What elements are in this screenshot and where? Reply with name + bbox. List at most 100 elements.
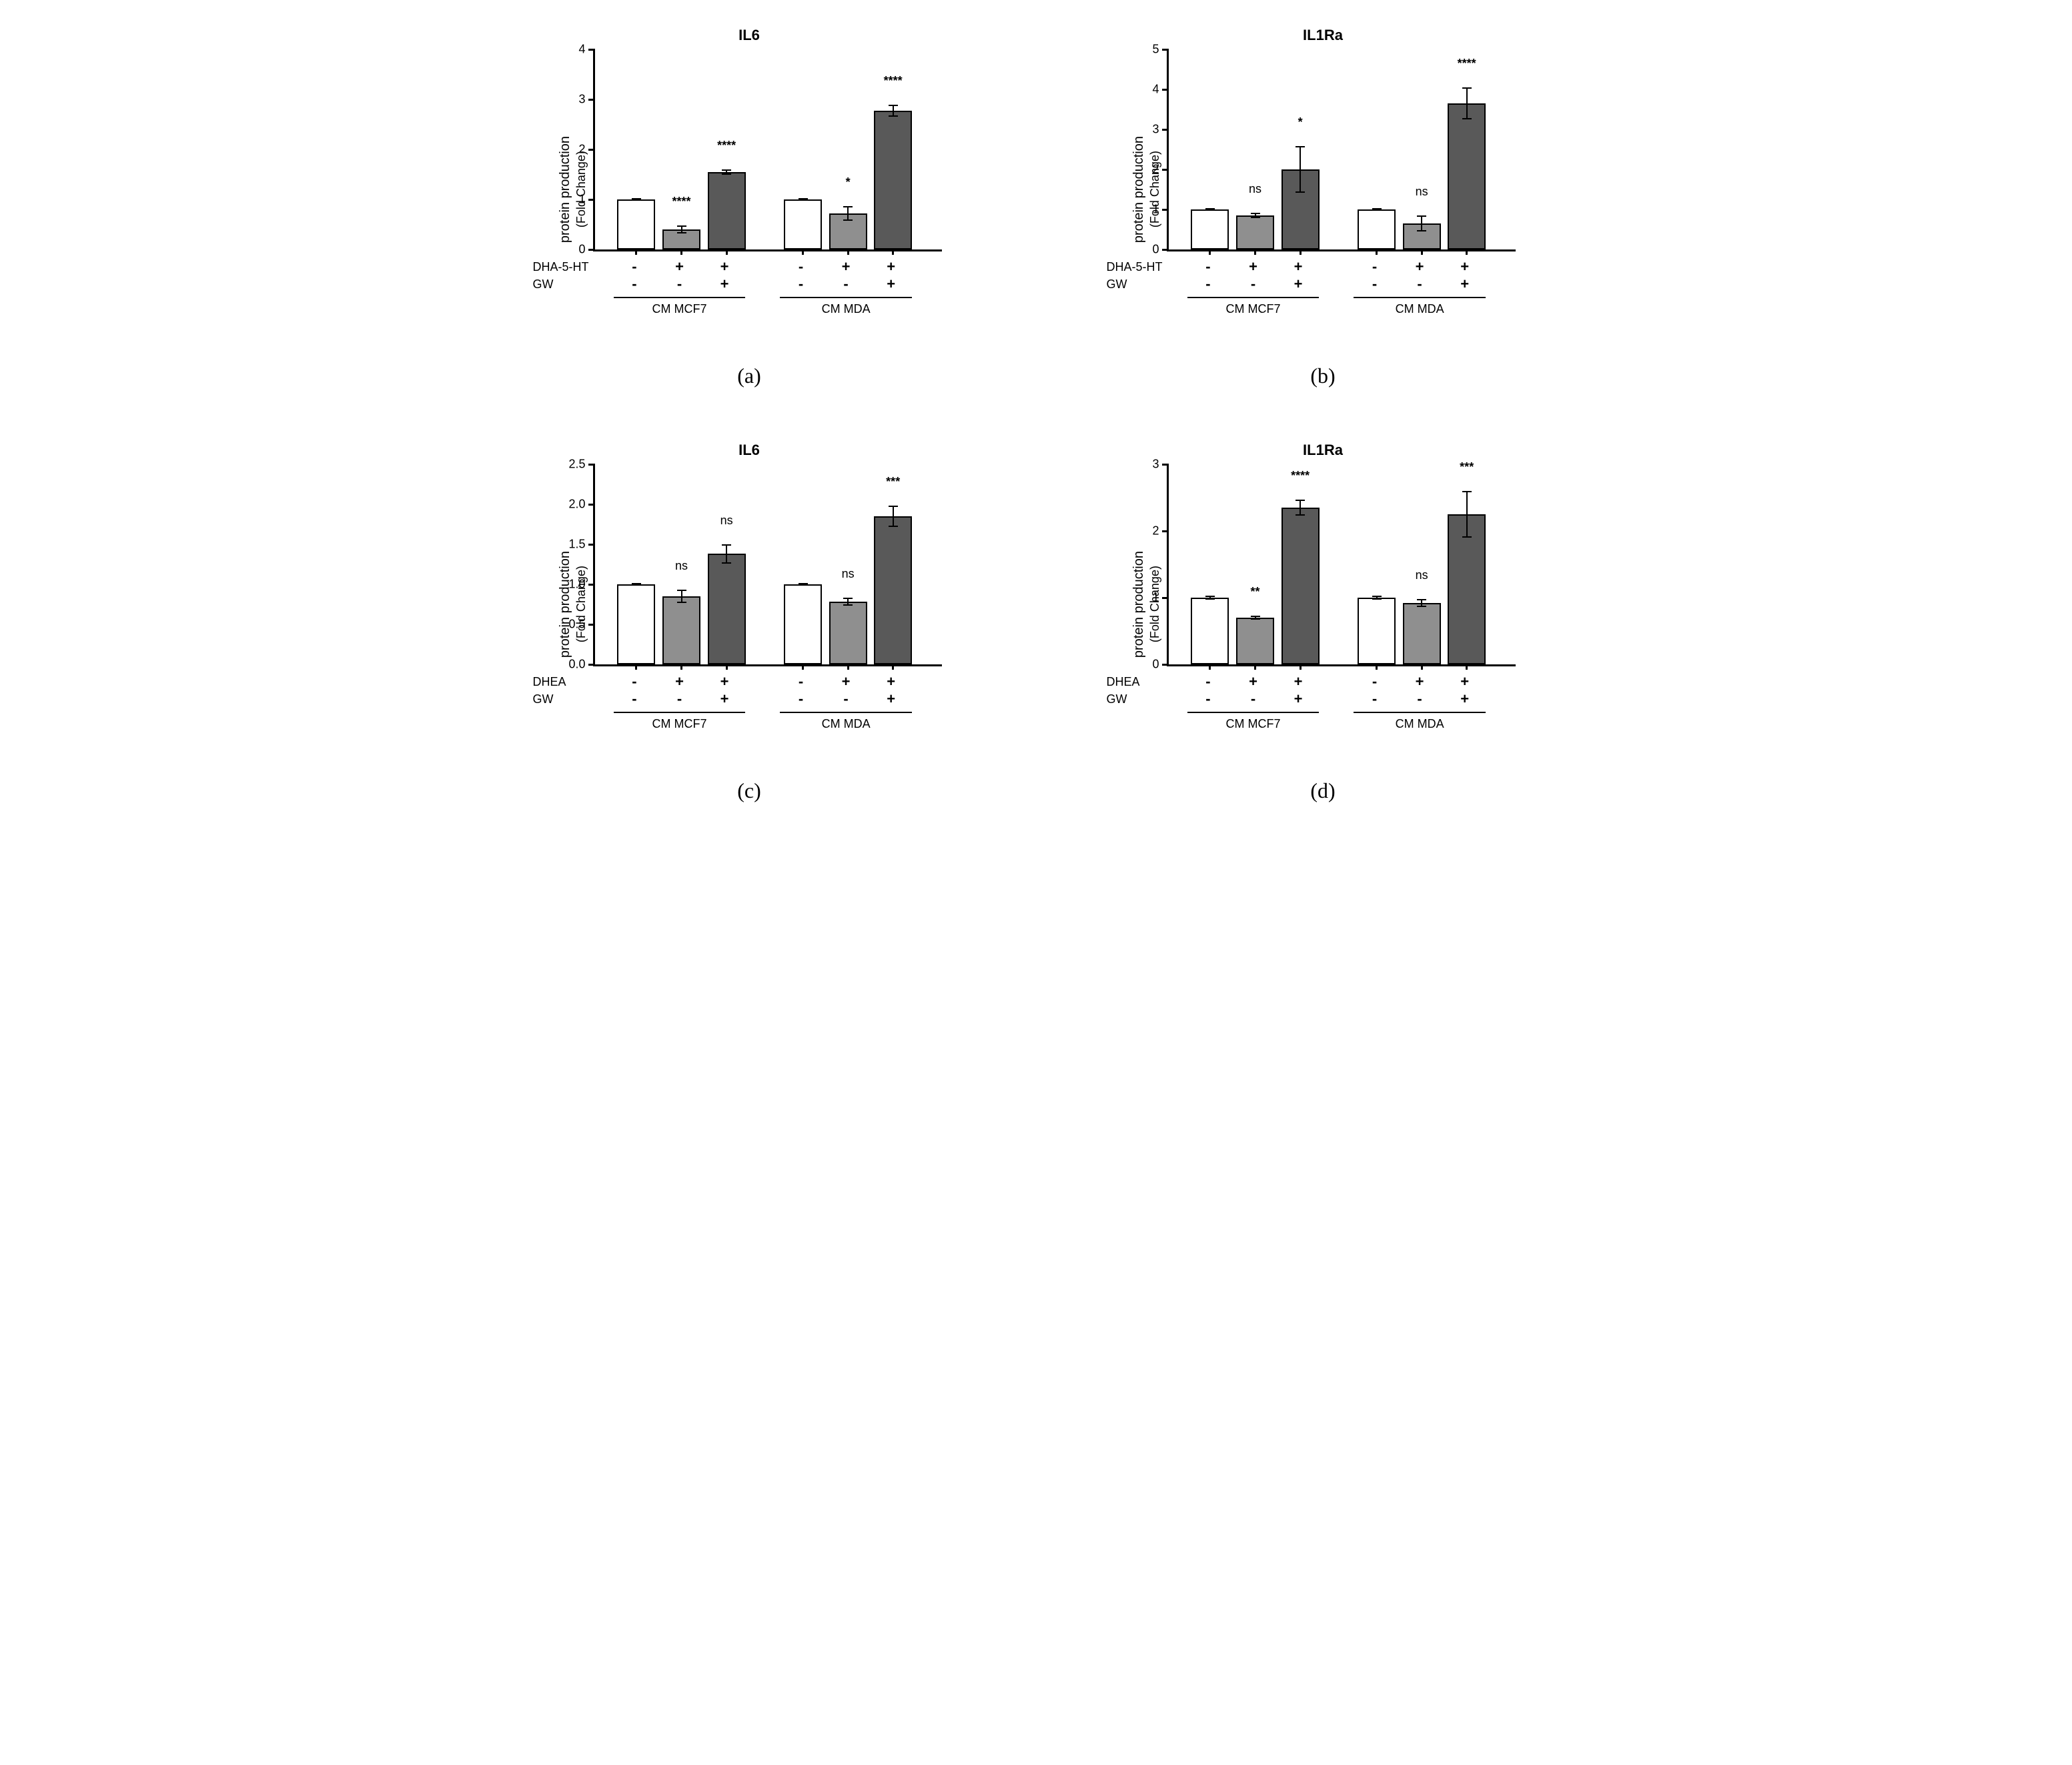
error-bar (726, 544, 727, 564)
treatment-mark: - (677, 690, 682, 708)
treatment-mark: + (675, 673, 684, 690)
x-tick (847, 664, 849, 670)
treatment-mark: + (1460, 275, 1469, 293)
y-axis-label: protein production(Fold Change) (1131, 136, 1163, 243)
treatment-mark: + (675, 258, 684, 275)
significance-label: **** (672, 195, 690, 209)
y-tick-label: 1.0 (568, 578, 594, 592)
significance-label: **** (1291, 469, 1310, 483)
treatment-cells: --+--+ (1167, 690, 1514, 708)
y-tick-label: 1 (1152, 591, 1168, 605)
treatment-mark: + (720, 673, 729, 690)
x-tick (802, 249, 804, 255)
chart-wrap: protein production(Fold Change)0123*****… (1131, 464, 1516, 745)
treatment-row: GW--+--+ (593, 275, 940, 293)
x-tick (802, 664, 804, 670)
treatment-table: DHA-5-HT-++-++GW--+--+ (1167, 258, 1514, 293)
y-tick-label: 2 (1152, 163, 1168, 177)
y-tick-label: 0.0 (568, 658, 594, 672)
plot-area: 012345ns*ns**** (1167, 49, 1516, 251)
y-tick-label: 5 (1152, 43, 1168, 57)
error-bar (803, 198, 804, 201)
error-bar (681, 225, 682, 233)
x-tick (726, 664, 728, 670)
bar (708, 554, 746, 664)
group-lines: CM MCF7CM MDA (593, 712, 940, 745)
bar (1191, 598, 1229, 664)
plot-column: 012345ns*ns****DHA-5-HT-++-++GW--+--+CM … (1167, 49, 1516, 330)
error-bar (893, 105, 894, 117)
bar (617, 584, 655, 664)
treatment-label: DHEA (533, 675, 593, 689)
significance-label: ns (675, 559, 688, 573)
treatment-row: DHEA-++-++ (1167, 673, 1514, 690)
treatment-mark: + (887, 275, 895, 293)
y-tick-label: 3 (1152, 458, 1168, 472)
bar (1448, 103, 1486, 249)
treatment-cells: -++-++ (1167, 673, 1514, 690)
error-bar (1376, 208, 1378, 211)
treatment-mark: - (1417, 690, 1422, 708)
treatment-mark: + (887, 690, 895, 708)
treatment-label: DHA-5-HT (533, 260, 593, 274)
x-tick (892, 664, 894, 670)
x-tick (1376, 664, 1378, 670)
error-bar (847, 206, 849, 221)
y-tick-label: 0.5 (568, 618, 594, 632)
group-label: CM MCF7 (652, 717, 707, 731)
treatment-label: GW (533, 692, 593, 706)
treatment-mark: - (1372, 258, 1377, 275)
bar (1358, 598, 1396, 664)
panel-a: IL6protein production(Fold Change)01234*… (502, 27, 996, 388)
error-bar (1300, 146, 1301, 193)
panel-letter: (a) (737, 364, 761, 388)
group-label: CM MCF7 (1226, 717, 1281, 731)
bar (829, 602, 867, 664)
group-line (1354, 297, 1486, 298)
treatment-row: GW--+--+ (1167, 275, 1514, 293)
y-tick-label: 0 (578, 243, 594, 257)
group-label: CM MDA (1396, 302, 1444, 316)
treatment-cells: --+--+ (593, 275, 940, 293)
x-tick (1466, 249, 1468, 255)
treatment-label: DHEA (1107, 675, 1167, 689)
x-tick (680, 249, 682, 255)
plot-column: 0123******ns***DHEA-++-++GW--+--+CM MCF7… (1167, 464, 1516, 745)
treatment-mark: + (1416, 258, 1424, 275)
plot-area: 0.00.51.01.52.02.5nsnsns*** (593, 464, 942, 666)
significance-label: ns (1416, 185, 1428, 199)
treatment-label: GW (1107, 692, 1167, 706)
treatment-label: DHA-5-HT (1107, 260, 1167, 274)
treatment-row: DHA-5-HT-++-++ (1167, 258, 1514, 275)
significance-label: ns (720, 514, 733, 528)
treatment-mark: + (1294, 275, 1303, 293)
y-tick-label: 2.5 (568, 458, 594, 472)
group-line (1187, 712, 1320, 713)
treatment-mark: + (1294, 258, 1303, 275)
error-bar (1209, 208, 1211, 211)
treatment-cells: --+--+ (1167, 275, 1514, 293)
treatment-mark: - (1372, 673, 1377, 690)
treatment-row: GW--+--+ (1167, 690, 1514, 708)
significance-label: ** (1250, 585, 1259, 599)
treatment-mark: - (1417, 275, 1422, 293)
bar (1236, 215, 1274, 249)
bar (1191, 209, 1229, 249)
x-tick (1209, 664, 1211, 670)
error-bar (1255, 213, 1256, 217)
treatment-mark: + (1294, 673, 1303, 690)
group-line (1187, 297, 1320, 298)
y-tick-label: 3 (578, 93, 594, 107)
x-tick (726, 249, 728, 255)
x-tick (680, 664, 682, 670)
chart-wrap: protein production(Fold Change)0.00.51.0… (557, 464, 942, 745)
significance-label: * (846, 175, 851, 189)
error-bar (847, 598, 849, 606)
x-tick (847, 249, 849, 255)
y-tick-label: 1.5 (568, 538, 594, 552)
treatment-cells: --+--+ (593, 690, 940, 708)
treatment-mark: - (632, 275, 636, 293)
y-tick-label: 4 (578, 43, 594, 57)
error-bar (726, 169, 727, 175)
error-bar (636, 583, 637, 586)
